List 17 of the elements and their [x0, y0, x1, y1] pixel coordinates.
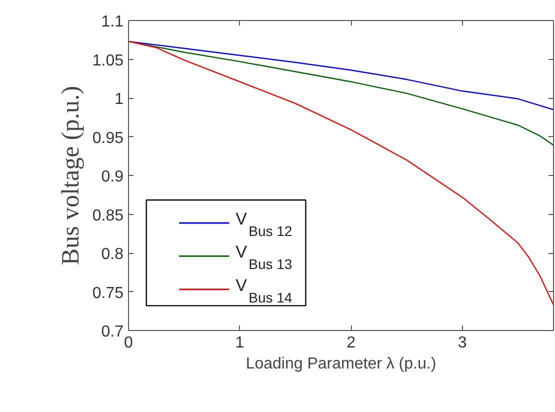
y-tick-label: 0.7: [101, 324, 124, 340]
y-axis-title: Bus voltage (p.u.): [57, 86, 84, 266]
line-series: [128, 40, 554, 306]
x-tick-label: 1: [235, 334, 244, 352]
y-tick-label: 0.85: [92, 207, 124, 224]
x-tick-label: 2: [346, 334, 356, 352]
y-tick-label: 0.95: [92, 130, 124, 147]
y-tick-label: 1.1: [101, 14, 124, 30]
y-tick-label: 1: [114, 91, 124, 108]
line-series: [128, 40, 554, 110]
y-tick-label: 0.8: [101, 246, 124, 263]
x-tick-label: 0: [124, 334, 134, 352]
y-tick-label: 1.05: [92, 52, 124, 70]
x-tick-label: 3: [458, 334, 467, 352]
y-tick-label: 0.75: [92, 284, 124, 302]
x-axis-title: Loading Parameter λ (p.u.): [246, 356, 436, 372]
y-tick-label: 0.9: [101, 168, 124, 186]
